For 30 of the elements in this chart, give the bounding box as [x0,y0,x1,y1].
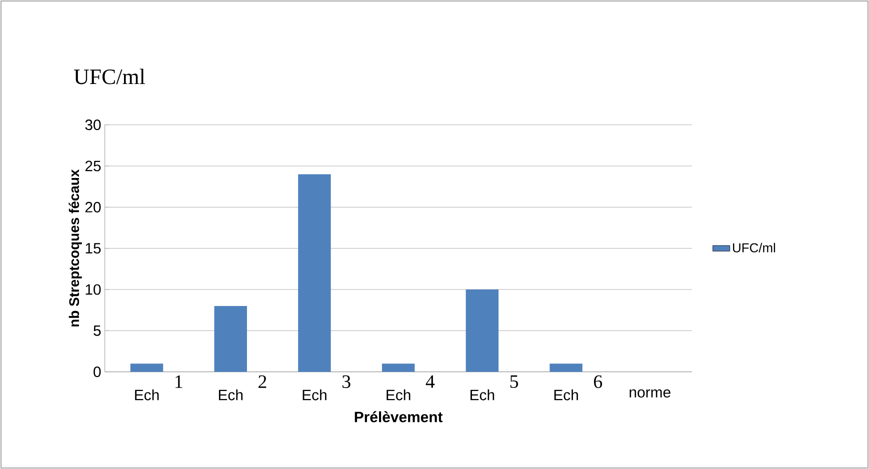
y-tick-label: 20 [85,202,101,212]
text: 2 [258,375,266,388]
x-tick-label: Ech [218,389,243,400]
x-tick-label: Ech [470,389,494,400]
text: 4 [426,375,435,388]
y-tick-label: 30 [85,120,101,130]
bar [130,364,164,372]
y-tick-label: 0 [94,366,101,378]
text: 5 [510,375,518,388]
x-tick-label: Ech [386,389,410,400]
bar [466,290,499,372]
bar [214,306,247,372]
x-tick-label: Ech [554,389,578,400]
x-tick-label: Ech [302,389,326,400]
bar [382,364,415,372]
y-tick-label: 25 [85,160,101,172]
y-tick-label: 10 [86,284,101,295]
x-axis-title: Prélèvement [354,411,443,422]
text: 1 [176,375,182,388]
chart-title: UFC/ml [74,68,145,84]
bar [550,364,582,372]
x-tick-label: norme [630,389,670,398]
text: 6 [594,375,602,388]
text: 3 [342,375,350,388]
x-tick-label: Ech [135,389,159,400]
y-axis-title: nb Streptcoques fécaux [68,169,82,326]
legend-label: UFC/ml [733,242,776,252]
y-tick-label: 5 [94,325,101,336]
y-tick-label: 15 [86,243,101,254]
bar [298,174,331,372]
